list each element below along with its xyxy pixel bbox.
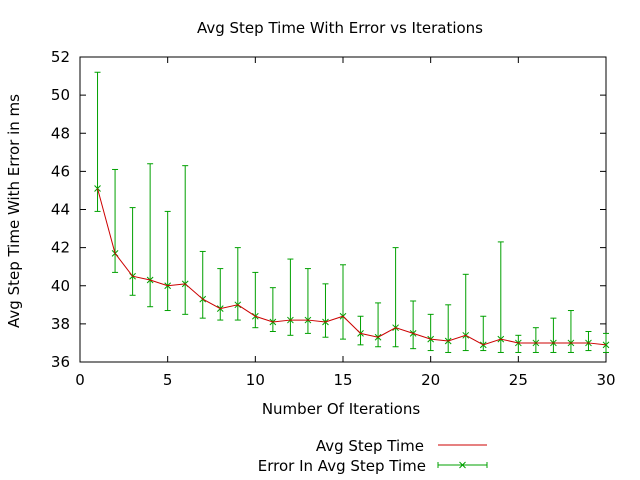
error-point-marker bbox=[602, 341, 610, 349]
y-tick-label: 44 bbox=[51, 201, 70, 219]
y-axis-label: Avg Step Time With Error in ms bbox=[5, 94, 23, 328]
x-tick-label: 5 bbox=[163, 371, 173, 389]
y-tick-label: 40 bbox=[51, 277, 70, 295]
x-tick-label: 30 bbox=[596, 371, 615, 389]
series-marks bbox=[94, 71, 610, 353]
x-tick-label: 10 bbox=[246, 371, 265, 389]
y-tick-label: 38 bbox=[51, 315, 70, 333]
error-point-marker bbox=[94, 185, 101, 192]
legend-error-marker bbox=[459, 461, 466, 469]
x-tick-label: 0 bbox=[75, 371, 85, 389]
legend-swatch-error bbox=[437, 461, 488, 469]
y-tick-label: 36 bbox=[51, 353, 70, 371]
x-axis-label: Number Of Iterations bbox=[262, 400, 421, 418]
legend: Avg Step Time Error In Avg Step Time bbox=[258, 437, 488, 475]
y-tick-label: 46 bbox=[51, 162, 70, 180]
y-tick-label: 50 bbox=[51, 86, 70, 104]
axis-ticks: 0 5 10 15 20 25 30 36 38 40 42 44 46 48 50 52 bbox=[51, 48, 616, 389]
y-tick-label: 48 bbox=[51, 124, 70, 142]
chart-title: Avg Step Time With Error vs Iterations bbox=[197, 19, 483, 37]
legend-label-error: Error In Avg Step Time bbox=[258, 457, 426, 475]
y-tick-label: 52 bbox=[51, 48, 70, 66]
y-tick-label: 42 bbox=[51, 239, 70, 257]
x-tick-label: 20 bbox=[421, 371, 440, 389]
x-tick-label: 15 bbox=[333, 371, 352, 389]
x-tick-label: 25 bbox=[509, 371, 528, 389]
legend-label-avg-step-time: Avg Step Time bbox=[316, 437, 424, 455]
avg-step-time-line bbox=[97, 188, 607, 346]
